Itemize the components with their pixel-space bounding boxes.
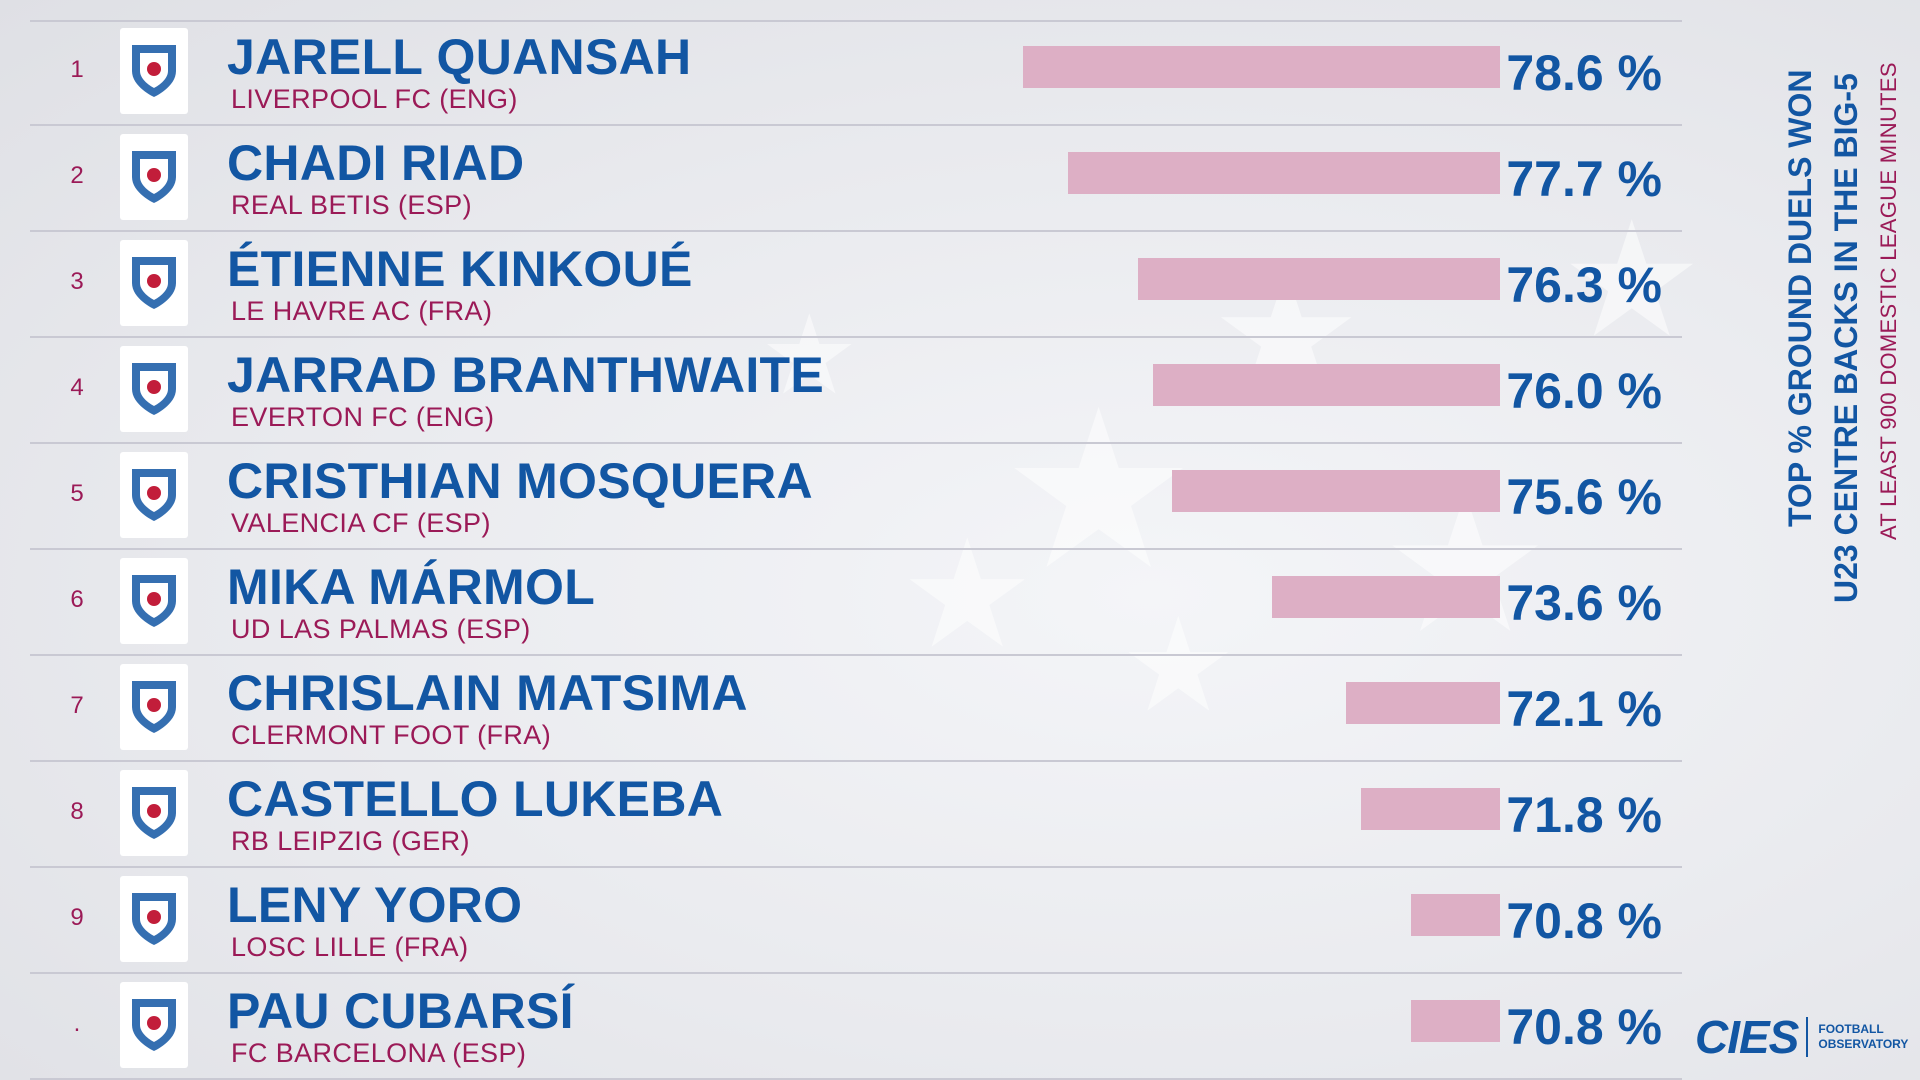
player-name: ÉTIENNE KINKOUÉ — [227, 241, 693, 297]
table-row: 3 ÉTIENNE KINKOUÉ LE HAVRE AC (FRA) 76.3 % — [30, 232, 1682, 338]
chart-criteria-note: AT LEAST 900 DOMESTIC LEAGUE MINUTES — [1876, 62, 1901, 540]
player-name: CASTELLO LUKEBA — [227, 771, 724, 827]
player-name: MIKA MÁRMOL — [227, 559, 596, 615]
club-logo — [120, 664, 188, 750]
table-row: 8 CASTELLO LUKEBA RB LEIPZIG (GER) 71.8 % — [30, 762, 1682, 868]
club-logo — [120, 134, 188, 220]
value-label: 76.0 % — [1506, 363, 1662, 419]
value-label: 76.3 % — [1506, 257, 1662, 313]
club-logo — [120, 28, 188, 114]
rb-leipzig-crest-icon — [132, 787, 176, 839]
rank-number: 7 — [70, 692, 84, 719]
cies-brand: CIES — [1695, 1011, 1799, 1063]
table-row: 7 CHRISLAIN MATSIMA CLERMONT FOOT (FRA) 72.… — [30, 656, 1682, 762]
valencia-crest-icon — [132, 469, 176, 521]
player-name: LENY YORO — [227, 877, 523, 933]
value-label: 73.6 % — [1506, 575, 1662, 631]
value-label: 77.7 % — [1506, 151, 1662, 207]
cies-logo: CIES FOOTBALL OBSERVATORY — [1695, 1010, 1908, 1064]
value-label: 72.1 % — [1506, 681, 1662, 737]
background-star-icon: ★ — [900, 508, 1035, 682]
value-label: 71.8 % — [1506, 787, 1662, 843]
everton-crest-icon — [132, 363, 176, 415]
table-row: 1 JARELL QUANSAH LIVERPOOL FC (ENG) 78.6 % — [30, 20, 1682, 126]
background-star-icon: ★ — [1560, 186, 1704, 373]
losc-lille-crest-icon — [132, 893, 176, 945]
club-name: LE HAVRE AC (FRA) — [231, 296, 493, 326]
club-name: FC BARCELONA (ESP) — [231, 1038, 527, 1068]
value-bar — [1361, 788, 1500, 830]
player-name: JARRAD BRANTHWAITE — [227, 347, 825, 403]
club-name: VALENCIA CF (ESP) — [231, 508, 491, 538]
chart-title: TOP % GROUND DUELS WON — [1782, 69, 1818, 527]
cies-tagline: FOOTBALL OBSERVATORY — [1818, 1022, 1908, 1052]
club-logo — [120, 982, 188, 1068]
value-bar — [1137, 258, 1500, 300]
player-name: PAU CUBARSÍ — [227, 983, 574, 1039]
table-row: 5 CRISTHIAN MOSQUERA VALENCIA CF (ESP) 75.6… — [30, 444, 1682, 550]
value-label: 70.8 % — [1506, 893, 1662, 949]
rank-number: 9 — [70, 904, 84, 931]
rank-number: 5 — [70, 480, 84, 507]
value-label: 75.6 % — [1506, 469, 1662, 525]
table-row: . PAU CUBARSÍ FC BARCELONA (ESP) 70.8 % — [30, 974, 1682, 1080]
rank-number: 1 — [70, 56, 84, 83]
background-star-icon: ★ — [1120, 589, 1237, 741]
club-logo — [120, 770, 188, 856]
player-name: CRISTHIAN MOSQUERA — [227, 453, 813, 509]
rank-number: . — [73, 1010, 81, 1037]
value-label: 78.6 % — [1506, 45, 1662, 101]
ranking-table: 1 JARELL QUANSAH LIVERPOOL FC (ENG) 78.6 % 2… — [30, 20, 1682, 1080]
value-bar — [1410, 894, 1500, 936]
club-name: EVERTON FC (ENG) — [231, 402, 495, 432]
value-bar — [1271, 576, 1500, 618]
club-logo — [120, 452, 188, 538]
table-row: 9 LENY YORO LOSC LILLE (FRA) 70.8 % — [30, 868, 1682, 974]
club-name: CLERMONT FOOT (FRA) — [231, 720, 552, 750]
value-bar — [1152, 364, 1500, 406]
club-logo — [120, 346, 188, 432]
club-name: UD LAS PALMAS (ESP) — [231, 614, 531, 644]
table-row: 6 MIKA MÁRMOL UD LAS PALMAS (ESP) 73.6 % — [30, 550, 1682, 656]
clermont-crest-icon — [132, 681, 176, 733]
le-havre-crest-icon — [132, 257, 176, 309]
value-bar — [1346, 682, 1500, 724]
player-name: CHADI RIAD — [227, 135, 525, 191]
cies-tagline-line2: OBSERVATORY — [1818, 1037, 1909, 1051]
club-logo — [120, 558, 188, 644]
player-name: CHRISLAIN MATSIMA — [227, 665, 748, 721]
club-name: LOSC LILLE (FRA) — [231, 932, 469, 962]
background-star-icon: ★ — [1000, 362, 1198, 618]
rank-number: 3 — [70, 268, 84, 295]
table-row: 2 CHADI RIAD REAL BETIS (ESP) 77.7 % — [30, 126, 1682, 232]
rank-number: 2 — [70, 162, 84, 189]
cies-tagline-line1: FOOTBALL — [1818, 1022, 1884, 1036]
club-logo — [120, 240, 188, 326]
barcelona-crest-icon — [132, 999, 176, 1051]
value-bar — [1410, 1000, 1500, 1042]
club-name: RB LEIPZIG (GER) — [231, 826, 470, 856]
chart-subtitle: U23 CENTRE BACKS IN THE BIG-5 — [1828, 73, 1864, 603]
player-name: JARELL QUANSAH — [227, 29, 692, 85]
rank-number: 8 — [70, 798, 84, 825]
value-bar — [1068, 152, 1500, 194]
table-top-rule — [30, 20, 1682, 22]
rank-number: 6 — [70, 586, 84, 613]
club-name: REAL BETIS (ESP) — [231, 190, 472, 220]
value-bar — [1172, 470, 1500, 512]
las-palmas-crest-icon — [132, 575, 176, 627]
table-row: 4 JARRAD BRANTHWAITE EVERTON FC (ENG) 76.0 … — [30, 338, 1682, 444]
value-bar — [1023, 46, 1500, 88]
club-name: LIVERPOOL FC (ENG) — [231, 84, 518, 114]
club-logo — [120, 876, 188, 962]
real-betis-crest-icon — [132, 151, 176, 203]
logo-divider — [1806, 1017, 1809, 1057]
value-label: 70.8 % — [1506, 999, 1662, 1055]
rank-number: 4 — [70, 374, 84, 401]
liverpool-crest-icon — [132, 45, 176, 97]
background-star-icon: ★ — [760, 291, 859, 419]
